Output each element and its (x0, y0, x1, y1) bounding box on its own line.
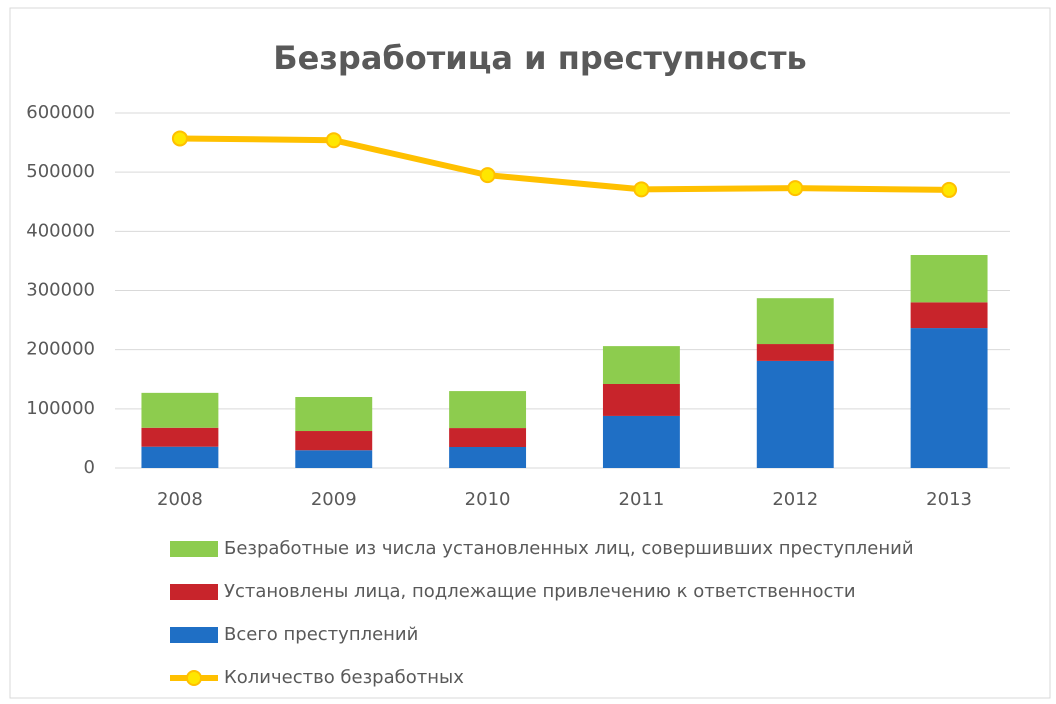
bar (756, 298, 834, 345)
line-marker (787, 180, 804, 197)
legend-label: Всего преступлений (224, 624, 418, 645)
line-marker (171, 130, 188, 147)
y-tick-label: 200000 (26, 339, 95, 360)
bar (449, 446, 527, 468)
bar (295, 397, 373, 432)
bar (295, 431, 373, 451)
legend-swatch (170, 541, 218, 557)
bar (449, 391, 527, 429)
legend-swatch (170, 627, 218, 643)
y-tick-label: 100000 (26, 398, 95, 419)
bar (910, 255, 988, 303)
bar (141, 427, 219, 447)
bar (602, 415, 680, 468)
y-tick-label: 0 (84, 457, 95, 478)
x-tick-label: 2012 (772, 489, 818, 510)
legend-label: Количество безработных (224, 667, 464, 688)
bar (756, 360, 834, 468)
x-tick-label: 2010 (465, 489, 511, 510)
bar (756, 344, 834, 361)
bar (910, 328, 988, 468)
line-marker (633, 181, 650, 198)
bar (602, 346, 680, 384)
x-tick-label: 2009 (311, 489, 357, 510)
bar (602, 383, 680, 416)
x-tick-label: 2013 (926, 489, 972, 510)
legend-label: Установлены лица, подлежащие привлечению… (224, 581, 856, 602)
y-tick-label: 500000 (26, 161, 95, 182)
y-tick-label: 300000 (26, 280, 95, 301)
legend-label: Безработные из числа установленных лиц, … (224, 538, 914, 559)
bar (141, 446, 219, 468)
legend-swatch (170, 584, 218, 600)
x-tick-label: 2011 (619, 489, 665, 510)
chart-title: Безработица и преступность (273, 39, 807, 77)
line-marker (941, 181, 958, 198)
y-tick-label: 600000 (26, 102, 95, 123)
legend-marker (186, 670, 202, 686)
bar (295, 450, 373, 468)
line-marker (479, 167, 496, 184)
bar (910, 302, 988, 329)
x-tick-label: 2008 (157, 489, 203, 510)
bar (141, 392, 219, 428)
bar (449, 428, 527, 447)
chart-frame (9, 7, 1051, 699)
line-marker (325, 132, 342, 149)
line (179, 135, 950, 193)
y-tick-label: 400000 (26, 220, 95, 241)
